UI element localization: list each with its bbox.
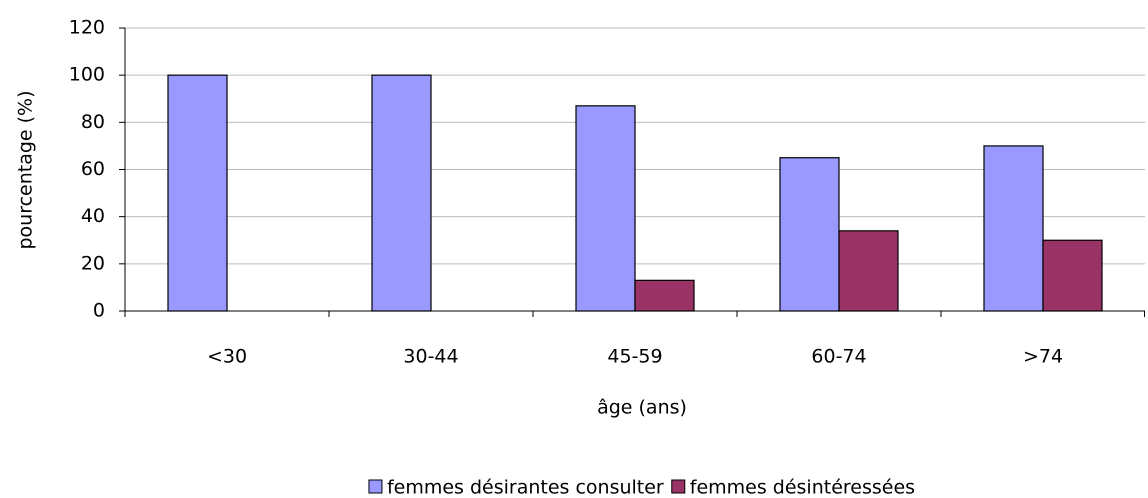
x-tick-label: 30-44 <box>403 346 458 368</box>
bar <box>167 74 228 312</box>
bar <box>838 230 899 312</box>
legend-swatch <box>671 479 686 494</box>
x-tick-label: <30 <box>207 346 247 368</box>
bar <box>1042 239 1103 312</box>
y-tick-label: 0 <box>93 300 105 322</box>
y-axis-label: pourcentage (%) <box>15 90 37 249</box>
x-tick-label: 60-74 <box>811 346 866 368</box>
x-axis-label: âge (ans) <box>597 397 687 419</box>
x-tick-label: >74 <box>1023 346 1063 368</box>
legend-swatch <box>368 479 383 494</box>
y-tick-label: 100 <box>69 64 105 86</box>
y-tick-label: 20 <box>81 252 105 274</box>
legend-label: femmes désintéressées <box>690 477 915 498</box>
bar <box>634 279 695 312</box>
y-tick-label: 80 <box>81 111 105 133</box>
y-tick-label: 120 <box>69 17 105 39</box>
y-tick-label: 40 <box>81 205 105 227</box>
y-tick-label: 60 <box>81 158 105 180</box>
bar <box>779 157 840 312</box>
x-tick-label: 45-59 <box>607 346 662 368</box>
bar <box>371 74 432 312</box>
bar <box>983 145 1044 312</box>
legend-label: femmes désirantes consulter <box>387 477 664 498</box>
bar <box>575 105 636 312</box>
